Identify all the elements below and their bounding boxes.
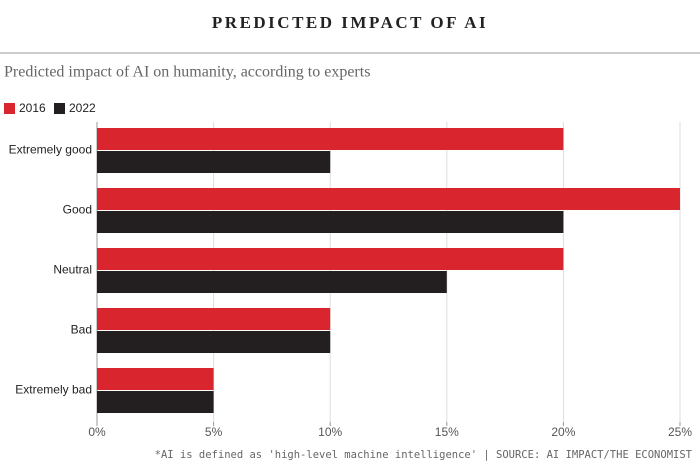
legend-label: 2016 <box>19 101 46 115</box>
bar <box>97 248 564 270</box>
x-tick-label: 15% <box>435 425 459 439</box>
bar <box>97 308 331 330</box>
legend-swatch <box>4 103 15 114</box>
bar <box>97 128 564 150</box>
bar <box>97 151 331 173</box>
legend-swatch <box>54 103 65 114</box>
x-tick-label: 20% <box>551 425 575 439</box>
x-tick-label: 10% <box>318 425 342 439</box>
chart-subtitle: Predicted impact of AI on humanity, acco… <box>4 64 370 81</box>
y-tick-label: Bad <box>71 323 92 337</box>
footnote: *AI is defined as 'high-level machine in… <box>155 449 693 461</box>
bar <box>97 391 214 413</box>
y-tick-label: Extremely bad <box>15 383 92 397</box>
x-tick-label: 5% <box>205 425 223 439</box>
bar <box>97 271 447 293</box>
y-tick-label: Extremely good <box>9 143 92 157</box>
x-tick-label: 0% <box>88 425 106 439</box>
y-tick-label: Good <box>63 203 92 217</box>
bar <box>97 368 214 390</box>
legend-label: 2022 <box>69 101 96 115</box>
chart-title: PREDICTED IMPACT OF AI <box>212 13 488 32</box>
y-tick-label: Neutral <box>53 263 92 277</box>
bar <box>97 188 680 210</box>
x-tick-label: 25% <box>668 425 692 439</box>
bar <box>97 211 564 233</box>
bar <box>97 331 331 353</box>
